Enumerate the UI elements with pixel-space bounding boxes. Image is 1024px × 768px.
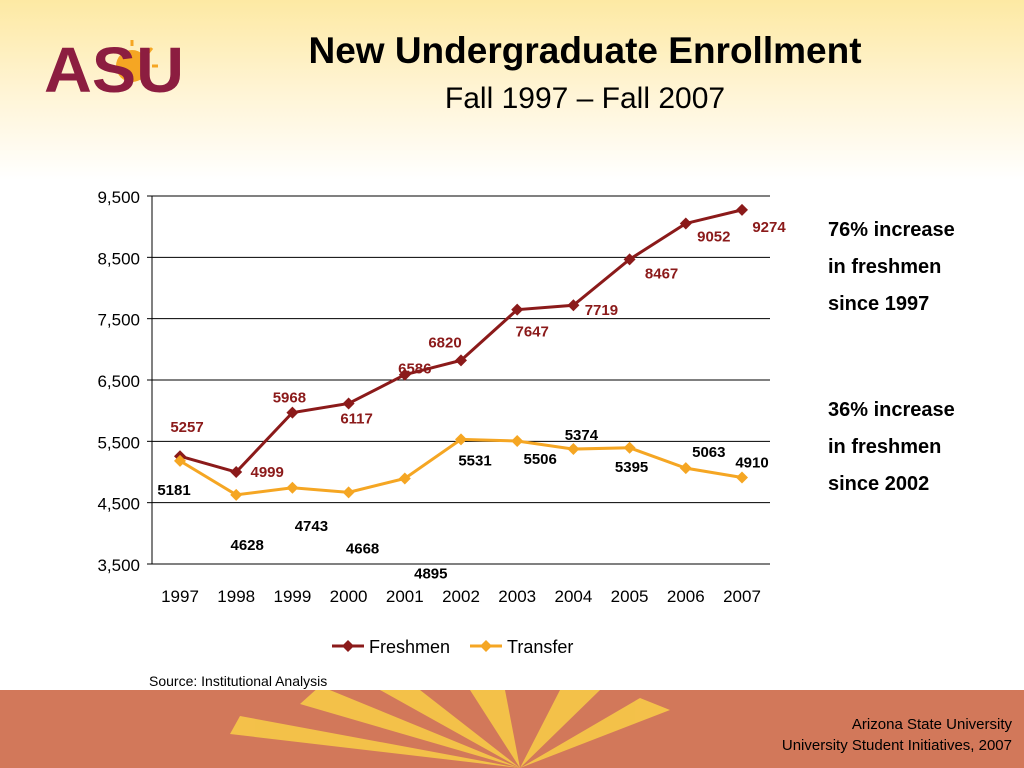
data-point-transfer	[511, 434, 524, 447]
note-freshmen-1997: 76% increase in freshmen since 1997	[828, 212, 955, 323]
data-label-freshmen: 8467	[645, 265, 678, 282]
footer-line: Arizona State University	[851, 716, 1012, 733]
note-line: since 2002	[828, 473, 930, 495]
data-label-transfer: 5506	[524, 451, 557, 468]
note-line: in freshmen	[828, 256, 942, 278]
x-tick-label: 1999	[273, 587, 311, 606]
legend-marker-transfer	[480, 640, 492, 652]
data-point-freshmen	[286, 406, 299, 419]
data-point-transfer	[174, 454, 186, 467]
data-label-transfer: 5531	[458, 452, 491, 469]
x-tick-label: 2002	[442, 587, 480, 606]
footer-banner: Arizona State University University Stud…	[0, 690, 1024, 768]
data-point-freshmen	[511, 303, 524, 316]
data-point-freshmen	[736, 203, 748, 216]
data-label-freshmen: 9274	[752, 219, 786, 236]
x-tick-label: 2001	[386, 587, 424, 606]
legend-marker-freshmen	[342, 640, 354, 652]
note-line: 76% increase	[828, 219, 955, 241]
slide-subtitle: Fall 1997 – Fall 2007	[444, 82, 726, 115]
y-tick-label: 5,500	[97, 433, 140, 452]
data-label-transfer: 5374	[565, 427, 599, 444]
note-line: 36% increase	[828, 399, 955, 421]
data-label-freshmen: 6820	[428, 334, 461, 351]
data-point-transfer	[567, 443, 580, 456]
x-tick-label: 2004	[554, 587, 592, 606]
data-label-transfer: 4743	[295, 518, 328, 535]
data-label-transfer: 5181	[157, 482, 190, 499]
data-label-transfer: 5395	[615, 459, 648, 476]
y-tick-label: 6,500	[97, 372, 140, 391]
data-point-freshmen	[679, 217, 692, 230]
data-label-freshmen: 6586	[398, 361, 431, 378]
data-point-transfer	[455, 433, 467, 446]
note-freshmen-2002: 36% increase in freshmen since 2002	[828, 392, 955, 503]
data-point-transfer	[398, 472, 411, 485]
data-label-freshmen: 6117	[340, 410, 373, 427]
data-point-freshmen	[623, 253, 636, 266]
asu-logo: ASU	[44, 34, 184, 98]
enrollment-chart: 3,500 4,500 5,500 6,500 7,500 8,500 9,500 1997 1…	[97, 188, 786, 657]
data-label-transfer: 4668	[346, 540, 379, 557]
x-tick-label: 2007	[723, 587, 761, 606]
x-tick-label: 2005	[611, 587, 649, 606]
data-point-freshmen	[230, 466, 243, 479]
data-point-transfer	[286, 481, 299, 494]
data-point-freshmen	[342, 397, 355, 410]
data-label-freshmen: 9052	[697, 228, 730, 245]
data-label-transfer: 4910	[735, 455, 768, 472]
data-label-freshmen: 5968	[273, 390, 306, 407]
y-tick-label: 3,500	[97, 556, 140, 575]
note-line: since 1997	[828, 293, 930, 315]
data-point-transfer	[342, 486, 355, 499]
legend-label-transfer: Transfer	[507, 637, 573, 657]
source-note: Source: Institutional Analysis	[149, 673, 328, 689]
data-point-transfer	[230, 488, 243, 501]
footer-line: University Student Initiatives, 2007	[781, 737, 1012, 754]
data-point-transfer	[679, 462, 692, 475]
x-tick-label: 2000	[330, 587, 368, 606]
legend-label-freshmen: Freshmen	[369, 637, 450, 657]
data-label-transfer: 4895	[414, 565, 447, 582]
sun-icon	[106, 40, 158, 82]
data-point-freshmen	[398, 368, 411, 381]
y-tick-label: 7,500	[97, 311, 140, 330]
sunburst-decoration	[230, 690, 670, 768]
data-label-transfer: 4628	[231, 537, 264, 554]
x-tick-label: 2003	[498, 587, 536, 606]
x-tick-label: 2006	[667, 587, 705, 606]
logo-text: ASU	[44, 34, 184, 98]
slide-title: New Undergraduate Enrollment	[308, 30, 862, 71]
footer-credit: Arizona State University University Stud…	[782, 714, 1012, 756]
y-tick-label: 8,500	[97, 249, 140, 268]
y-tick-label: 9,500	[97, 188, 140, 207]
data-point-freshmen	[567, 299, 580, 312]
data-point-transfer	[736, 471, 748, 484]
data-label-freshmen: 7719	[585, 302, 618, 319]
data-label-freshmen: 4999	[251, 464, 284, 481]
y-tick-label: 4,500	[97, 495, 140, 514]
data-label-freshmen: 5257	[170, 419, 203, 436]
data-label-transfer: 5063	[692, 444, 725, 461]
data-label-freshmen: 7647	[516, 324, 549, 341]
data-point-transfer	[623, 441, 636, 454]
x-tick-label: 1997	[161, 587, 199, 606]
data-point-freshmen	[455, 354, 467, 367]
note-line: in freshmen	[828, 436, 942, 458]
x-tick-label: 1998	[217, 587, 255, 606]
